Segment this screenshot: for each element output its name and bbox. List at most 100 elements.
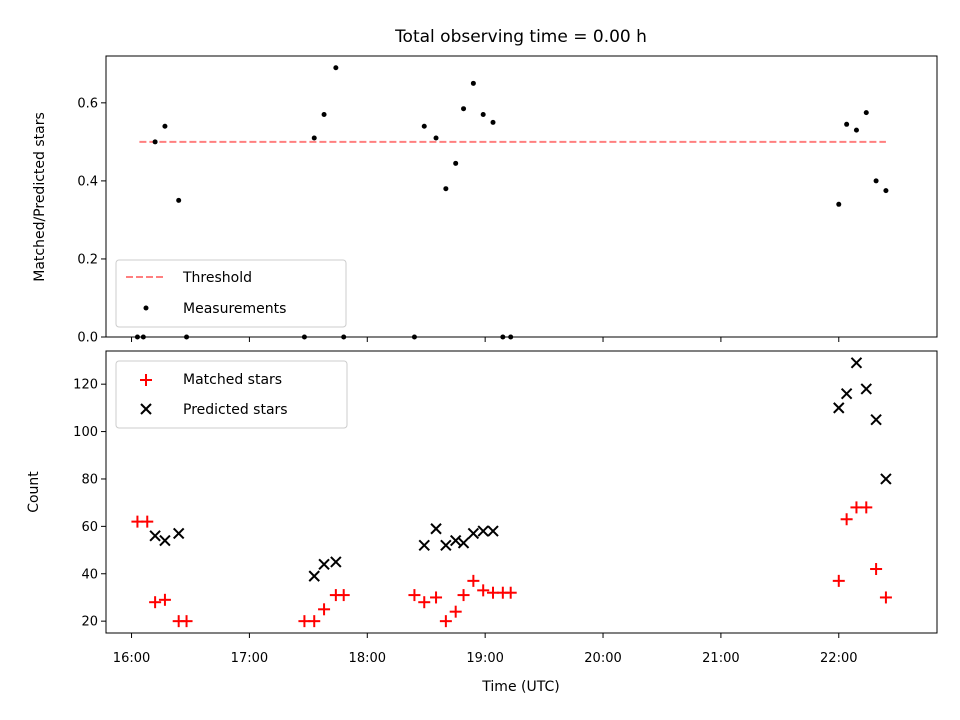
matched-star-point: [180, 615, 193, 628]
measurement-point: [853, 127, 859, 133]
bottom-axis-ticks: 20 40 60 80 100 120 16:00 17:00 18:00 19:00 20:00 2…: [73, 378, 857, 666]
measurement-point: [333, 65, 339, 71]
legend-predicted-label: Predicted stars: [183, 402, 288, 418]
x-tick-label: 21:00: [702, 651, 739, 666]
top-y-tick-label: 0.0: [77, 331, 98, 346]
legend-matched-label: Matched stars: [183, 372, 282, 388]
bottom-legend: Matched stars Predicted stars: [115, 360, 348, 429]
matched-star-point: [860, 501, 873, 514]
matched-star-point: [408, 589, 421, 602]
predicted-star-point: [833, 402, 845, 414]
predicted-star-point: [430, 523, 442, 535]
legend-threshold-label: Threshold: [182, 270, 252, 286]
bottom-y-tick-label: 100: [73, 425, 98, 440]
x-tick-label: 17:00: [231, 651, 268, 666]
measurement-point: [176, 197, 182, 203]
predicted-star-point: [308, 570, 320, 582]
measurement-point: [490, 119, 496, 125]
bottom-y-tick-label: 60: [81, 520, 98, 535]
predicted-star-point: [418, 539, 430, 552]
predicted-star-point: [840, 387, 853, 400]
matched-star-point: [832, 574, 845, 587]
top-legend: Threshold Measurements: [115, 259, 347, 328]
matched-star-point: [308, 615, 321, 628]
measurement-point: [873, 178, 879, 184]
measurement-point: [453, 160, 459, 166]
x-tick-label: 22:00: [820, 651, 857, 666]
matched-star-point: [879, 591, 892, 604]
predicted-star-point: [850, 357, 863, 369]
legend-matched-swatch: [140, 374, 152, 386]
chart-title: Total observing time = 0.00 h: [394, 27, 647, 47]
measurement-point: [311, 135, 317, 141]
measurement-point: [321, 112, 327, 118]
predicted-star-point: [159, 534, 171, 547]
predicted-star-point: [467, 527, 480, 540]
bottom-y-tick-label: 40: [81, 567, 98, 582]
matched-star-point: [449, 605, 462, 618]
matched-star-point: [430, 591, 443, 604]
bottom-y-tick-label: 20: [81, 615, 98, 630]
predicted-star-point: [330, 556, 342, 568]
predicted-star-point: [172, 527, 185, 540]
matched-star-point: [840, 513, 853, 526]
count-panel: Count Time (UTC) 20 40 60 80 100 120 16:00 17:0…: [26, 350, 938, 695]
legend-predicted-swatch: [140, 403, 152, 415]
legend-measurements-swatch: [143, 305, 149, 311]
measurement-point: [461, 106, 467, 112]
matched-star-point: [504, 586, 517, 599]
matched-star-point: [158, 593, 171, 606]
matched-star-point: [457, 589, 470, 602]
top-y-axis-label: Matched/Predicted stars: [32, 112, 48, 282]
bottom-legend-box: [115, 360, 348, 429]
predicted-star-point: [440, 539, 452, 552]
matched-star-point: [318, 603, 331, 616]
matched-star-point: [467, 574, 480, 587]
x-tick-label: 16:00: [113, 651, 150, 666]
measurement-point: [863, 110, 869, 116]
matched-star-point: [337, 589, 350, 602]
measurement-point: [480, 112, 486, 118]
legend-measurements-label: Measurements: [183, 301, 286, 317]
top-legend-box: [115, 259, 347, 328]
bottom-y-axis-label: Count: [26, 471, 42, 513]
bottom-plot-frame: [105, 350, 938, 634]
top-y-tick-label: 0.4: [77, 174, 98, 189]
predicted-star-point: [870, 414, 882, 426]
x-tick-label: 18:00: [349, 651, 386, 666]
measurement-point: [421, 123, 427, 129]
top-plot-marks: [134, 65, 889, 340]
measurement-point: [844, 121, 850, 127]
top-y-tick-label: 0.6: [77, 96, 98, 111]
predicted-star-point: [880, 473, 892, 485]
predicted-star-point: [477, 525, 489, 537]
matched-star-point: [477, 584, 490, 597]
predicted-star-point: [457, 537, 470, 549]
matched-star-point: [870, 563, 883, 576]
matched-star-point: [141, 515, 154, 528]
predicted-star-point: [487, 525, 499, 537]
top-y-tick-label: 0.2: [77, 252, 98, 267]
top-axis-ticks: 0.0 0.2 0.4 0.6: [77, 96, 840, 346]
measurement-point: [443, 186, 449, 192]
measurement-point: [470, 80, 476, 86]
predicted-star-point: [318, 558, 330, 570]
bottom-y-tick-label: 80: [81, 472, 98, 487]
matched-star-point: [418, 596, 431, 609]
bottom-plot-marks: [131, 357, 892, 628]
predicted-star-point: [149, 530, 161, 542]
x-tick-label: 19:00: [466, 651, 503, 666]
measurement-point: [836, 201, 842, 207]
matched-star-point: [149, 596, 162, 609]
measurement-point: [433, 135, 439, 141]
measurement-point: [152, 139, 158, 145]
measurement-point: [883, 188, 889, 194]
x-axis-label: Time (UTC): [481, 679, 559, 695]
matched-star-point: [439, 615, 452, 628]
ratio-panel: Total observing time = 0.00 h Matched/Pr…: [32, 27, 938, 346]
top-plot-frame: [105, 55, 938, 338]
predicted-star-point: [449, 534, 462, 547]
predicted-star-point: [860, 383, 872, 395]
bottom-y-tick-label: 120: [73, 378, 98, 393]
